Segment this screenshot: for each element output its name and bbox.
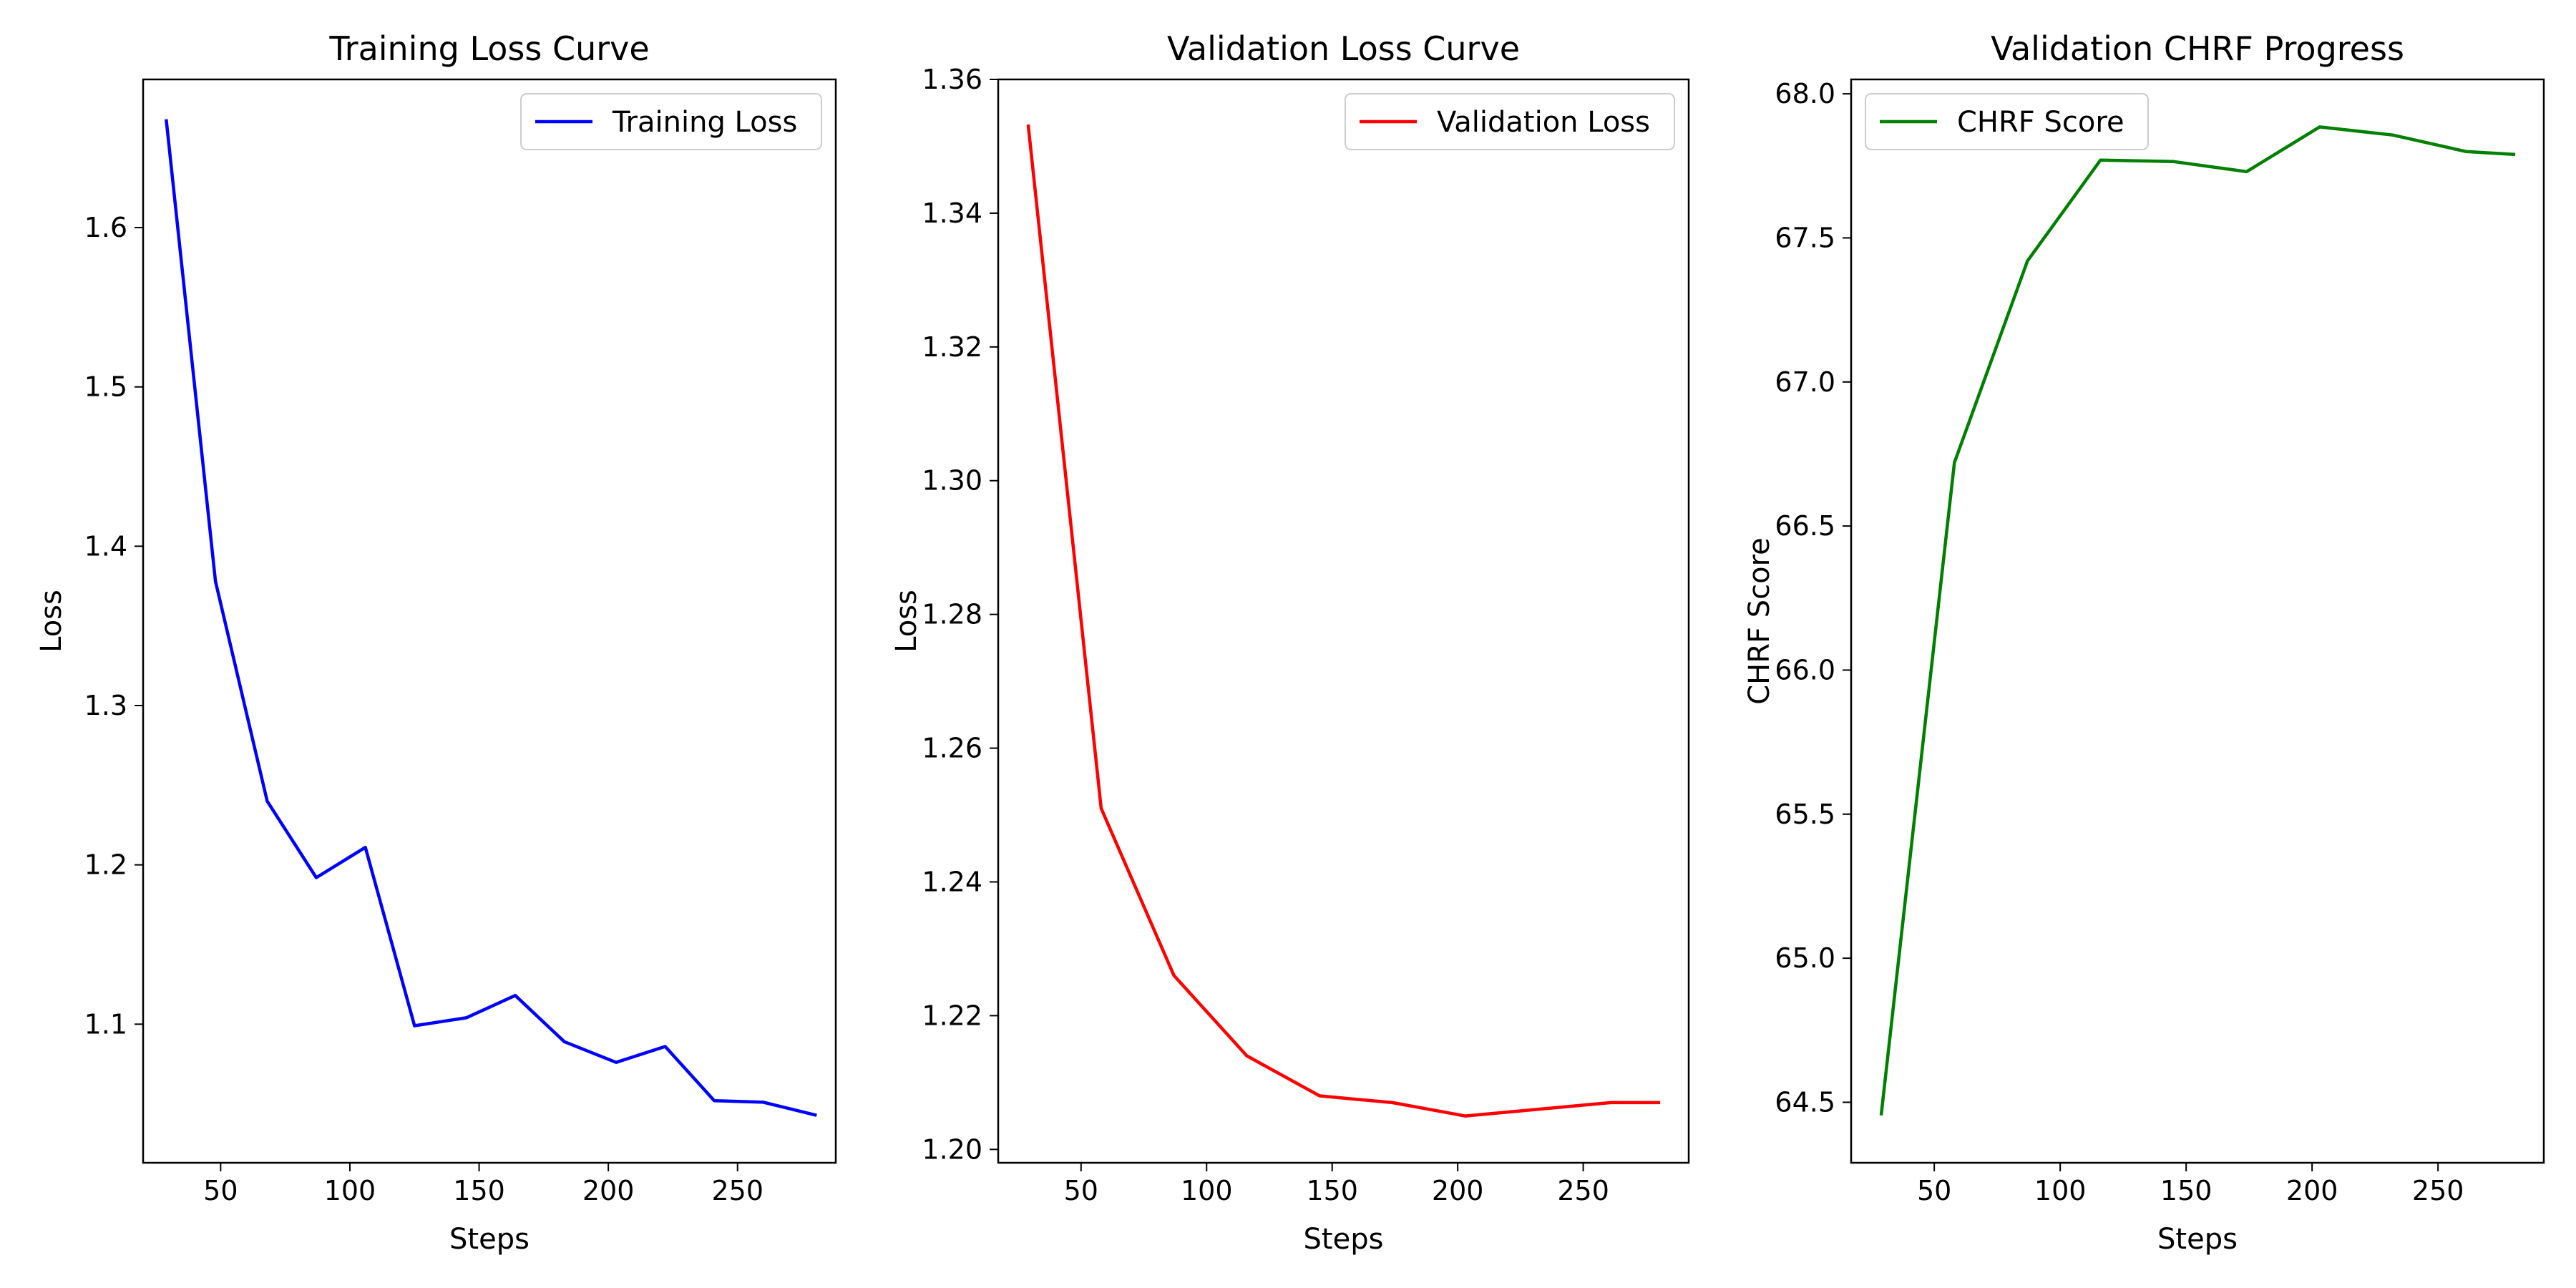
charts-container: 50 100 150 200 250 1.1 1.2 1.3 1.4 1.5 1.6 Training… [35,29,2545,1256]
chart-3-x-tick-label: 150 [2160,1175,2212,1206]
chart-1-title: Training Loss Curve [328,29,649,68]
chart-2-x-tick-label: 100 [1181,1175,1233,1206]
chart-2-y-tick-label: 1.36 [922,64,982,95]
chart-2-panel: 50 100 150 200 250 1.20 1.22 1.24 1.26 1.28 1.30 1.… [890,29,1690,1256]
chart-2-y-axis-label: Loss [890,590,923,653]
chart-1-legend-label: Training Loss [612,106,797,139]
chart-1-panel: 50 100 150 200 250 1.1 1.2 1.3 1.4 1.5 1.6 Training… [35,29,837,1256]
chart-1-y-tick-label: 1.1 [84,1008,127,1040]
chart-1-y-axis-label: Loss [35,590,68,653]
chart-3-panel: 50 100 150 200 250 64.5 65.0 65.5 66.0 66.5 67.0 67… [1743,29,2545,1256]
chart-1-y-tick-label: 1.5 [84,371,127,403]
chart-1-x-tick-label: 200 [582,1175,635,1206]
chart-2-x-tick-label: 50 [1064,1175,1098,1206]
chart-1-y-tick-label: 1.3 [84,690,127,721]
chart-3-y-tick-label: 66.5 [1775,510,1835,542]
chart-1-y-tick-label: 1.2 [84,849,127,881]
chart-2-x-tick-label: 250 [1557,1175,1609,1206]
chart-3-title: Validation CHRF Progress [1991,29,2404,68]
chart-3-y-tick-label: 68.0 [1775,78,1835,109]
chart-2-y-tick-label: 1.24 [922,866,982,897]
chart-1-legend: Training Loss [520,93,822,150]
chart-3-legend-label: CHRF Score [1957,106,2124,139]
chart-3-y-tick-label: 64.5 [1775,1086,1835,1118]
chart-1-x-tick-label: 150 [453,1175,505,1206]
chart-2-axes-frame [997,78,1690,1164]
chart-1-x-tick-label: 50 [203,1175,238,1206]
chart-3-x-tick-label: 200 [2286,1175,2338,1206]
chart-1-x-axis-label: Steps [449,1223,530,1256]
chart-2-x-tick-label: 200 [1432,1175,1484,1206]
chart-2-x-tick-label: 150 [1306,1175,1358,1206]
chart-3-y-tick-label: 66.0 [1775,654,1835,686]
chart-2-y-tick-label: 1.32 [922,331,982,363]
chart-1-x-tick-label: 100 [324,1175,376,1206]
chart-1-legend-box [520,93,822,150]
chart-2-y-tick-label: 1.28 [922,599,982,630]
chart-3-x-tick-label: 100 [2034,1175,2087,1206]
chart-2-y-tick-label: 1.22 [922,1000,982,1031]
chart-2-legend: Validation Loss [1345,93,1675,150]
chart-3-y-tick-label: 67.0 [1775,366,1835,398]
chart-2-series-line-1 [1026,124,1661,1118]
chart-3-y-tick-label: 65.0 [1775,942,1835,974]
chart-1-series-line-1 [165,119,817,1117]
chart-2-legend-box [1345,93,1675,150]
chart-1-y-tick-label: 1.6 [84,212,127,243]
chart-1-axes-frame [142,78,837,1164]
chart-1-y-tick-label: 1.4 [84,530,127,562]
chart-2-y-tick-label: 1.20 [922,1133,982,1165]
chart-3-x-tick-label: 50 [1917,1175,1951,1206]
chart-3-legend-box [1865,93,2149,150]
chart-3-y-tick-label: 67.5 [1775,222,1835,253]
chart-3-y-tick-label: 65.5 [1775,799,1835,830]
chart-3-y-axis-label: CHRF Score [1743,537,1776,705]
chart-2-y-tick-label: 1.26 [922,733,982,764]
chart-2-title: Validation Loss Curve [1167,29,1520,68]
chart-3-axes-frame [1850,78,2545,1164]
chart-2-y-tick-label: 1.30 [922,465,982,497]
chart-3-series-line-1 [1879,125,2516,1116]
chart-1-x-tick-label: 250 [711,1175,763,1206]
chart-2-x-axis-label: Steps [1304,1223,1384,1256]
chart-3-legend: CHRF Score [1865,93,2149,150]
chart-2-legend-label: Validation Loss [1437,106,1650,139]
chart-3-x-axis-label: Steps [2157,1223,2238,1256]
chart-3-x-tick-label: 250 [2412,1175,2464,1206]
chart-2-y-tick-label: 1.34 [922,197,982,229]
